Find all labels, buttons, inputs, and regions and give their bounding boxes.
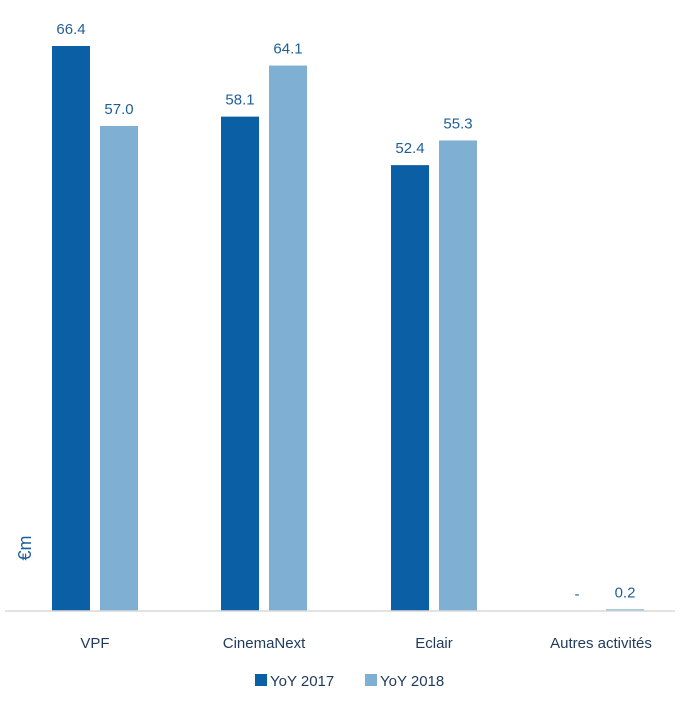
legend-label-yoy-2018: YoY 2018 xyxy=(380,673,444,690)
y-axis-label: €m xyxy=(15,535,35,560)
bar-eclair-yoy-2017 xyxy=(391,165,429,611)
x-tick-label-cinemanext: CinemaNext xyxy=(223,635,306,652)
bar-autres-activit-s-yoy-2018 xyxy=(606,609,644,611)
legend-swatch-yoy-2017 xyxy=(255,674,267,686)
bar-vpf-yoy-2018 xyxy=(100,125,138,612)
data-label-autres-activit-s-yoy-2017: - xyxy=(575,586,580,603)
data-label-cinemanext-yoy-2017: 58.1 xyxy=(225,92,254,109)
data-label-vpf-yoy-2018: 57.0 xyxy=(104,101,133,118)
data-label-eclair-yoy-2017: 52.4 xyxy=(395,140,424,157)
x-tick-label-vpf: VPF xyxy=(80,635,109,652)
bar-cinemanext-yoy-2017 xyxy=(221,116,259,611)
bar-vpf-yoy-2017 xyxy=(52,46,90,611)
legend: YoY 2017 YoY 2018 xyxy=(255,673,444,690)
data-label-eclair-yoy-2018: 55.3 xyxy=(443,115,472,132)
data-label-autres-activit-s-yoy-2018: 0.2 xyxy=(615,584,636,601)
bar-cinemanext-yoy-2018 xyxy=(269,65,307,611)
data-label-vpf-yoy-2017: 66.4 xyxy=(56,21,85,38)
bars-layer xyxy=(52,46,644,612)
x-tick-label-autres-activit-s: Autres activités xyxy=(550,635,652,652)
legend-label-yoy-2017: YoY 2017 xyxy=(270,673,334,690)
x-tick-labels-layer: VPF CinemaNext Eclair Autres activités xyxy=(80,635,651,652)
legend-swatch-yoy-2018 xyxy=(365,674,377,686)
x-tick-label-eclair: Eclair xyxy=(415,635,453,652)
data-labels-layer: 66.4 57.0 58.1 64.1 52.4 55.3 - 0.2 xyxy=(56,21,635,603)
bar-eclair-yoy-2018 xyxy=(439,140,477,611)
data-label-cinemanext-yoy-2018: 64.1 xyxy=(273,41,302,58)
